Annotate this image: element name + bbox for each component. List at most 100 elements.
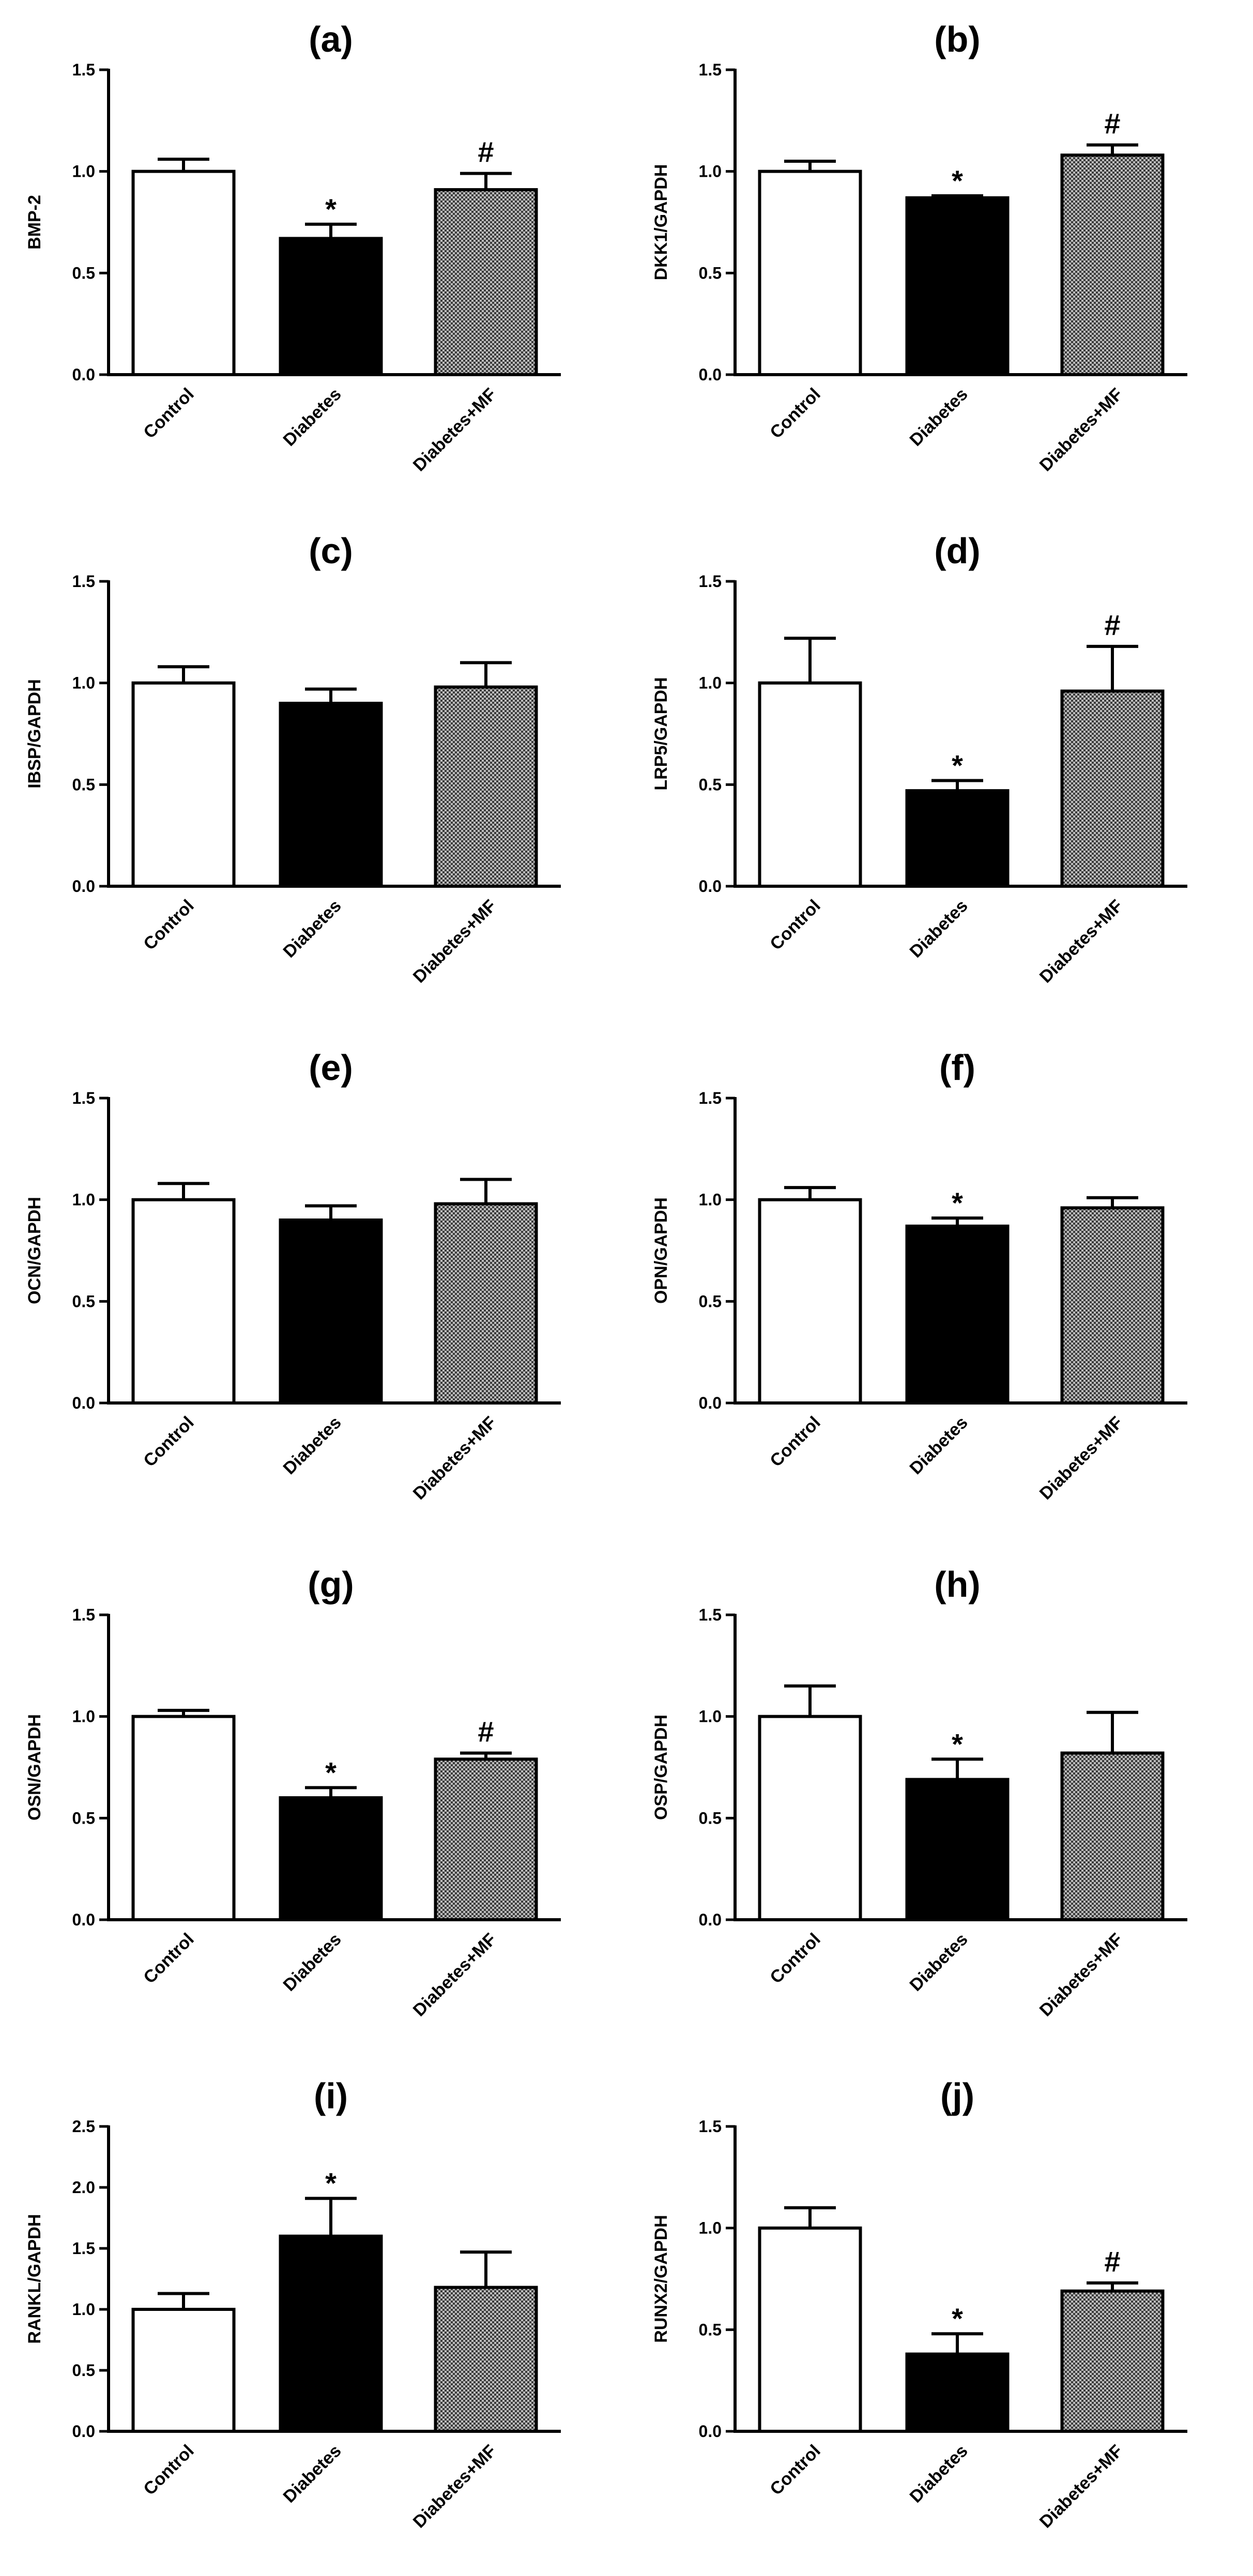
x-category-label: Diabetes — [280, 1930, 345, 1995]
bar-control — [758, 2226, 862, 2433]
y-axis-label: DKK1/GAPDH — [651, 164, 671, 281]
bar-diabetes-plus-mf — [434, 1202, 538, 1405]
bar-diabetes — [279, 1218, 383, 1405]
y-tick-label: 1.0 — [72, 162, 95, 181]
y-tick-label: 1.5 — [699, 1606, 722, 1624]
bar-diabetes-plus-mf — [1060, 1206, 1165, 1405]
y-tick-label: 0.0 — [72, 365, 95, 384]
significance-marker: # — [1104, 2245, 1120, 2278]
x-category-label: Control — [766, 1930, 824, 1987]
bar-control — [758, 1198, 862, 1405]
y-axis-label: OPN/GAPDH — [651, 1197, 671, 1304]
y-tick-label: 0.0 — [699, 2422, 722, 2441]
y-tick-label: 0.0 — [699, 1394, 722, 1412]
significance-marker: # — [1104, 609, 1120, 641]
bar-diabetes-plus-mf — [434, 1757, 538, 1921]
panel-title: (j) — [940, 2076, 974, 2116]
x-category-label: Diabetes — [280, 384, 345, 450]
y-tick-label: 0.5 — [72, 264, 95, 282]
significance-marker: * — [325, 2167, 337, 2199]
panel-title: (d) — [934, 531, 980, 571]
significance-marker: * — [952, 1727, 963, 1760]
y-tick-label: 1.5 — [72, 1089, 95, 1107]
bar-diabetes-plus-mf — [434, 685, 538, 888]
y-tick-label: 1.5 — [72, 60, 95, 79]
significance-marker: * — [952, 2302, 963, 2335]
y-tick-label: 0.5 — [72, 775, 95, 794]
x-category-label: Diabetes+MF — [1036, 1413, 1127, 1504]
x-category-label: Diabetes — [280, 2441, 345, 2507]
y-tick-label: 0.5 — [72, 1809, 95, 1827]
x-category-label: Diabetes — [906, 2441, 972, 2507]
x-category-label: Diabetes — [280, 1413, 345, 1478]
x-category-label: Diabetes+MF — [409, 1930, 500, 2020]
panels-group: (a) 0.0 0.5 1.0 1.5 BMP-2 Control * Diabetes # Dia… — [25, 19, 1187, 2532]
significance-marker: * — [952, 164, 963, 197]
significance-marker: * — [325, 193, 337, 225]
y-tick-label: 1.5 — [699, 2117, 722, 2136]
y-tick-label: 1.0 — [72, 1191, 95, 1209]
chart-panel-f: (f) 0.0 0.5 1.0 1.5 OPN/GAPDH Control * Diabetes… — [651, 1047, 1187, 1504]
x-category-label: Control — [766, 896, 824, 954]
bar-control — [758, 1715, 862, 1921]
panel-title: (g) — [308, 1564, 354, 1605]
y-tick-label: 0.5 — [699, 264, 722, 282]
x-category-label: Diabetes+MF — [1036, 2441, 1127, 2532]
significance-marker: # — [1104, 107, 1120, 140]
y-tick-label: 0.5 — [699, 2320, 722, 2339]
y-axis-label: BMP-2 — [25, 195, 44, 250]
significance-marker: # — [478, 1715, 494, 1748]
y-axis-label: OCN/GAPDH — [25, 1197, 44, 1304]
bar-diabetes — [905, 1224, 1010, 1405]
y-tick-label: 0.5 — [699, 1292, 722, 1310]
y-tick-label: 1.0 — [699, 1191, 722, 1209]
chart-panel-b: (b) 0.0 0.5 1.0 1.5 DKK1/GAPDH Control * Diabete… — [651, 19, 1187, 475]
y-axis-label: RUNX2/GAPDH — [651, 2215, 671, 2342]
bar-control — [131, 1198, 236, 1405]
y-tick-label: 1.0 — [699, 1707, 722, 1726]
x-category-label: Control — [766, 2441, 824, 2499]
x-category-label: Diabetes+MF — [1036, 384, 1127, 475]
panel-title: (f) — [939, 1047, 975, 1088]
x-category-label: Diabetes+MF — [1036, 1930, 1127, 2020]
x-category-label: Diabetes — [906, 384, 972, 450]
y-axis-label: OSP/GAPDH — [651, 1715, 671, 1820]
x-category-label: Diabetes+MF — [409, 1413, 500, 1504]
bar-diabetes-plus-mf — [1060, 1751, 1165, 1921]
y-axis-label: IBSP/GAPDH — [25, 679, 44, 789]
y-axis-label: RANKL/GAPDH — [25, 2214, 44, 2343]
x-category-label: Control — [140, 2441, 197, 2499]
y-tick-label: 1.0 — [699, 162, 722, 181]
bar-control — [758, 681, 862, 888]
bar-control — [131, 681, 236, 888]
y-tick-label: 1.0 — [72, 1707, 95, 1726]
x-category-label: Diabetes — [906, 896, 972, 962]
bar-diabetes — [905, 2352, 1010, 2433]
y-tick-label: 0.0 — [72, 877, 95, 896]
y-tick-label: 0.5 — [72, 1292, 95, 1310]
x-category-label: Diabetes+MF — [409, 384, 500, 475]
bar-diabetes-plus-mf — [1060, 153, 1165, 376]
bar-control — [131, 169, 236, 376]
x-category-label: Diabetes+MF — [409, 896, 500, 987]
y-tick-label: 0.0 — [699, 877, 722, 896]
y-tick-label: 0.0 — [699, 1910, 722, 1929]
x-category-label: Diabetes+MF — [409, 2441, 500, 2532]
x-category-label: Diabetes — [906, 1413, 972, 1478]
y-tick-label: 1.5 — [72, 1606, 95, 1624]
x-category-label: Control — [140, 896, 197, 954]
chart-panel-c: (c) 0.0 0.5 1.0 1.5 IBSP/GAPDH Control Diabetes… — [25, 531, 561, 987]
x-category-label: Diabetes+MF — [1036, 896, 1127, 987]
bar-diabetes-plus-mf — [434, 2286, 538, 2433]
x-category-label: Control — [140, 1930, 197, 1987]
bar-control — [758, 169, 862, 376]
x-category-label: Control — [766, 1413, 824, 1471]
x-category-label: Control — [766, 384, 824, 442]
chart-panel-i: (i) 0.0 0.5 1.0 1.5 2.0 2.5 RANKL/GAPDH Control *… — [25, 2076, 561, 2532]
bar-diabetes-plus-mf — [1060, 2289, 1165, 2433]
y-tick-label: 0.5 — [699, 775, 722, 794]
y-tick-label: 1.0 — [699, 674, 722, 692]
panel-title: (h) — [934, 1564, 980, 1605]
y-tick-label: 1.0 — [72, 674, 95, 692]
